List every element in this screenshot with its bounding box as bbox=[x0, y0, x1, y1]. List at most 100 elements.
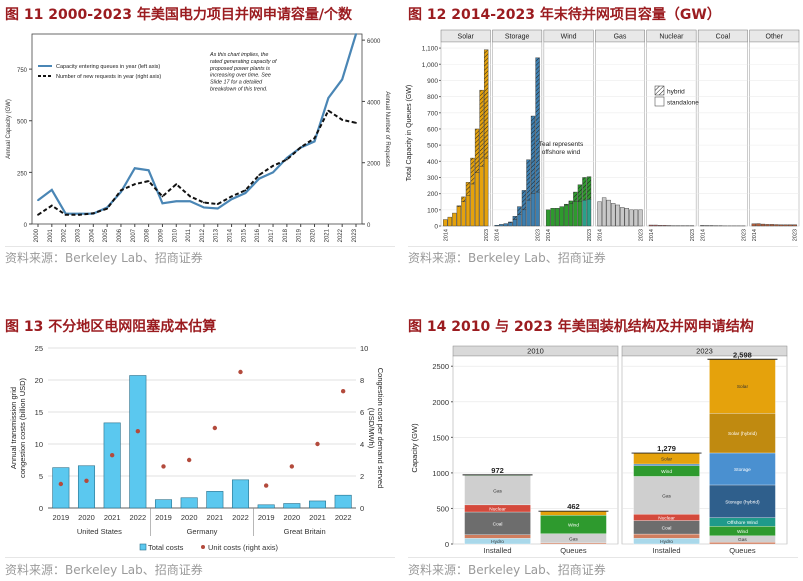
bar-standalone-solar-2020 bbox=[470, 183, 475, 227]
point-number-of-new-requests-in-year-right-axis-2023 bbox=[355, 121, 357, 124]
point-capacity-entering-queues-in-year-left-axis-2018 bbox=[285, 157, 288, 159]
point-capacity-entering-queues-in-year-left-axis-2013 bbox=[216, 207, 219, 210]
bar-hybrid-hatch-solar-2019 bbox=[466, 182, 470, 196]
bar-standalone-wind-2022 bbox=[582, 199, 587, 227]
figure-13-source: 资料来源：Berkeley Lab、招商证券 bbox=[5, 563, 203, 577]
x-tick-label-germany-2022: 2022 bbox=[232, 513, 249, 522]
x-tick-label-2008: 2008 bbox=[145, 228, 151, 242]
y-tick-label-2500: 2500 bbox=[432, 362, 449, 371]
bar-standalone-solar-2022 bbox=[479, 165, 484, 227]
segment-label-2023-installed-solar: Solar bbox=[661, 457, 673, 463]
point-capacity-entering-queues-in-year-left-axis-2015 bbox=[244, 192, 247, 194]
segment-2023-queues-solar-hybrid bbox=[709, 413, 776, 454]
point-number-of-new-requests-in-year-right-axis-2000 bbox=[37, 213, 39, 216]
bar-hybrid-hatch-solar-2023 bbox=[484, 49, 489, 159]
point-number-of-new-requests-in-year-right-axis-2011 bbox=[189, 195, 191, 198]
series-line-number-of-new-requests-in-year-right-axis bbox=[37, 109, 357, 216]
facet-panel-other bbox=[749, 41, 800, 227]
x-tick-label-2023-queues: Queues bbox=[729, 546, 756, 555]
x-tick-label-united-states-2019: 2019 bbox=[52, 513, 69, 522]
segment-2023-queues-solar bbox=[709, 359, 776, 414]
bar-standalone-gas-2023 bbox=[638, 209, 643, 227]
bar-standalone-other-2023 bbox=[792, 224, 797, 227]
point-number-of-new-requests-in-year-right-axis-2016 bbox=[258, 174, 261, 176]
bar-standalone-gas-2018 bbox=[615, 204, 620, 227]
segment-2010-queues-other bbox=[540, 542, 607, 545]
point-capacity-entering-queues-in-year-left-axis-2001 bbox=[50, 189, 53, 191]
point-number-of-new-requests-in-year-right-axis-2006 bbox=[120, 189, 122, 192]
bar-total-united-states-2022 bbox=[129, 375, 147, 509]
bar-standalone-other-2015 bbox=[756, 223, 761, 227]
bar-standalone-other-2016 bbox=[760, 223, 766, 227]
y-tick-label-0: 0 bbox=[39, 504, 43, 513]
bar-standalone-storage-2021 bbox=[526, 199, 531, 227]
legend-label-total-costs: Total costs bbox=[148, 543, 184, 552]
bar-total-united-states-2019 bbox=[52, 467, 70, 509]
plot-frame bbox=[31, 33, 363, 225]
point-number-of-new-requests-in-year-right-axis-2004 bbox=[92, 212, 95, 215]
y2-tick-label-0: 0 bbox=[367, 223, 371, 229]
bar-hybrid-hatch-wind-2019 bbox=[568, 200, 573, 204]
bar-hybrid-hatch-storage-2021 bbox=[526, 159, 531, 201]
bar-standalone-solar-2015 bbox=[447, 216, 452, 227]
segment-label-2023-installed-hydro: Hydro bbox=[660, 539, 673, 545]
bar-standalone-storage-2014 bbox=[494, 224, 499, 227]
bar-hybrid-hatch-wind-2022 bbox=[582, 177, 587, 201]
bar-standalone-wind-2016 bbox=[555, 208, 560, 227]
bar-hybrid-hatch-wind-2023 bbox=[587, 176, 591, 200]
x-tick-label-united-states-2022: 2022 bbox=[129, 513, 146, 522]
group-label-germany: Germany bbox=[187, 527, 218, 536]
x-tick-label-great-britain-2020: 2020 bbox=[283, 513, 300, 522]
point-capacity-entering-queues-in-year-left-axis-2021 bbox=[327, 97, 330, 99]
y-tick-label-900: 900 bbox=[427, 78, 438, 85]
bar-total-great-britain-2022 bbox=[334, 494, 352, 509]
bar-hybrid-hatch-wind-2021 bbox=[577, 184, 582, 202]
bar-standalone-solar-2023 bbox=[483, 157, 489, 227]
segment-label-2010-installed-gas: Gas bbox=[493, 488, 502, 494]
x-tick-label-2016: 2016 bbox=[255, 228, 261, 242]
facet-label-wind: Wind bbox=[561, 34, 577, 41]
bar-hybrid-hatch-storage-2022 bbox=[531, 116, 536, 194]
facet-label-other: Other bbox=[766, 34, 784, 41]
bar-hybrid-hatch-solar-2018 bbox=[461, 196, 466, 202]
segment-label-2023-queues-storage-hybrid: Storage (hybrid) bbox=[725, 499, 760, 505]
point-unit-germany-2020 bbox=[186, 457, 192, 463]
point-capacity-entering-queues-in-year-left-axis-2008 bbox=[147, 169, 150, 172]
bar-total-great-britain-2019 bbox=[257, 504, 275, 509]
bar-standalone-wind-2019 bbox=[568, 203, 574, 227]
y-tick-label-25: 25 bbox=[35, 344, 43, 353]
bar-total-germany-2021 bbox=[206, 491, 224, 509]
point-number-of-new-requests-in-year-right-axis-2022 bbox=[341, 118, 344, 121]
y-tick-label-300: 300 bbox=[427, 175, 438, 182]
facet-label-nuclear: Nuclear bbox=[659, 34, 684, 41]
point-unit-united-states-2019 bbox=[58, 481, 64, 487]
x-tick-label-other-2023: 2023 bbox=[793, 229, 799, 241]
bar-total-2010-queues: 462 bbox=[567, 502, 580, 511]
bar-standalone-gas-2014 bbox=[597, 201, 602, 227]
point-capacity-entering-queues-in-year-left-axis-2020 bbox=[313, 140, 316, 143]
annotation-offshore-wind: Teal represents offshore wind bbox=[539, 141, 584, 156]
bar-standalone-other-2018 bbox=[769, 224, 775, 227]
y2-tick-label-6000: 6000 bbox=[367, 39, 381, 45]
y-tick-label-800: 800 bbox=[427, 94, 438, 101]
bar-standalone-nuclear-2014 bbox=[648, 224, 654, 227]
bar-standalone-solar-2017 bbox=[456, 206, 462, 227]
installed-vs-queue-stacked-bar-chart: Capacity (GW) 0 500 1000 1500 2000 2500 2010 Hyd… bbox=[410, 345, 788, 555]
point-number-of-new-requests-in-year-right-axis-2001 bbox=[50, 204, 53, 207]
queue-capacity-faceted-bar-chart: Total Capacity in Queues (GW) 0 100 200 300 4… bbox=[406, 29, 800, 241]
legend-swatch-standalone bbox=[654, 96, 665, 107]
x-tick-label-united-states-2020: 2020 bbox=[78, 513, 95, 522]
x-tick-label-2021: 2021 bbox=[324, 228, 330, 242]
y-tick-label-750: 750 bbox=[17, 68, 28, 74]
point-unit-germany-2021 bbox=[212, 425, 218, 431]
bar-standalone-other-2019 bbox=[774, 224, 779, 227]
x-tick-label-2001: 2001 bbox=[48, 228, 54, 242]
point-unit-great-britain-2021 bbox=[315, 441, 320, 447]
legend-swatch-hybrid bbox=[654, 85, 665, 96]
point-capacity-entering-queues-in-year-left-axis-2007 bbox=[133, 167, 136, 170]
bar-standalone-storage-2018 bbox=[512, 219, 518, 227]
point-number-of-new-requests-in-year-right-axis-2002 bbox=[64, 213, 67, 216]
bar-hybrid-hatch-solar-2020 bbox=[470, 158, 475, 184]
y-tick-label-100: 100 bbox=[427, 207, 438, 214]
x-tick-label-other-2014: 2014 bbox=[752, 229, 758, 241]
